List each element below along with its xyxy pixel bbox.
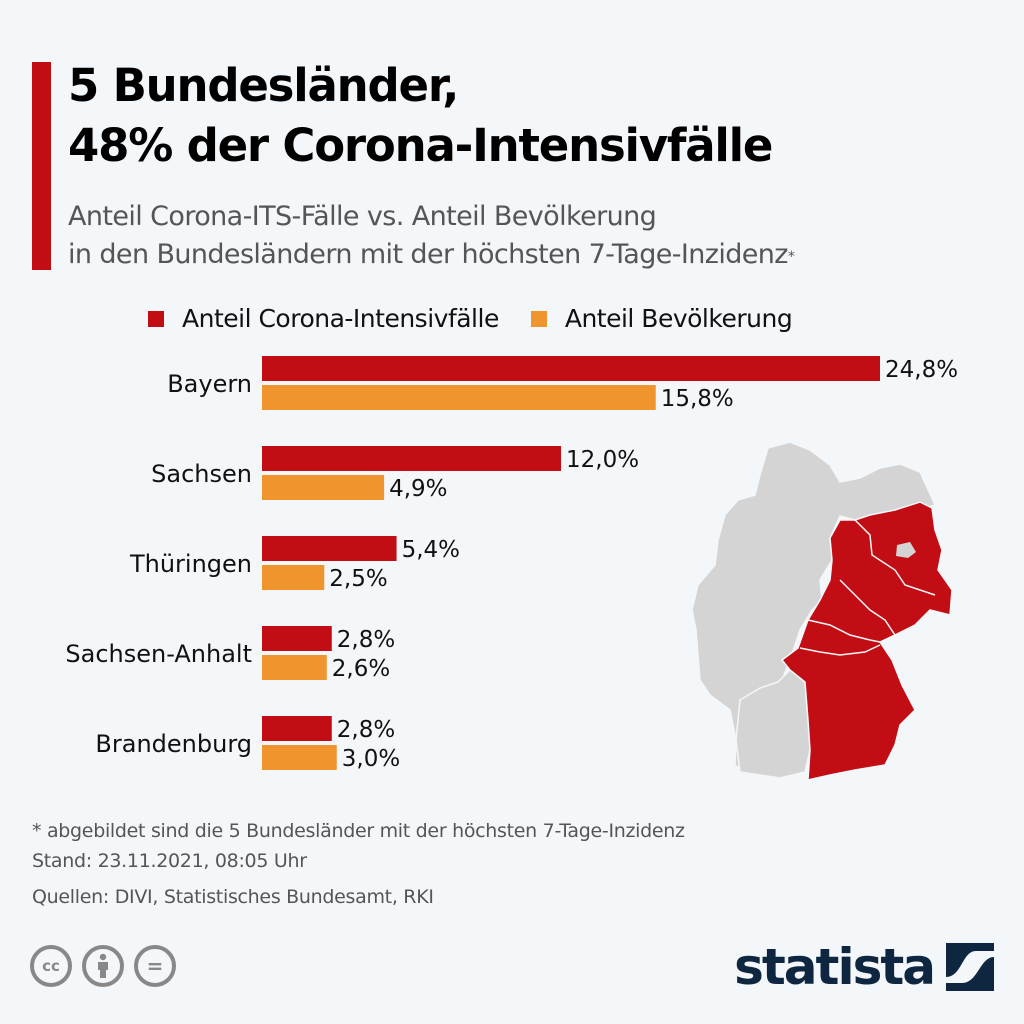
statista-logo[interactable]: statista: [734, 938, 994, 996]
germany-map: [691, 441, 953, 781]
data-label: 2,6%: [332, 656, 390, 682]
subtitle-line-2: in den Bundesländern mit der höchsten 7-…: [68, 236, 795, 274]
subtitle-line-1: Anteil Corona-ITS-Fälle vs. Anteil Bevöl…: [68, 201, 657, 232]
nd-icon-text: =: [146, 954, 164, 978]
subtitle-line-2-text: in den Bundesländern mit der höchsten 7-…: [68, 239, 788, 270]
legend-item-intensiv: Anteil Corona-Intensivfälle: [148, 304, 499, 333]
legend: Anteil Corona-Intensivfälle Anteil Bevöl…: [148, 304, 824, 333]
chart-title: 5 Bundesländer, 48% der Corona-Intensivf…: [68, 56, 773, 176]
title-line-2: 48% der Corona-Intensivfälle: [68, 119, 773, 172]
legend-swatch-bevoelkerung: [530, 310, 547, 327]
nd-icon[interactable]: =: [134, 945, 176, 987]
legend-label-bevoelkerung: Anteil Bevölkerung: [564, 304, 793, 333]
footnote-stand: Stand: 23.11.2021, 08:05 Uhr: [32, 850, 307, 872]
person-icon: [98, 953, 108, 978]
cc-icon[interactable]: cc: [30, 945, 72, 987]
bar-chart: Bayern 24,8% 15,8% Sachsen 12,0% 4,9% Thüringe…: [65, 356, 958, 772]
data-label: 4,9%: [389, 476, 447, 502]
category-label: Sachsen: [151, 460, 252, 488]
statista-logo-icon: [946, 943, 994, 991]
bar-intensiv: [262, 446, 562, 471]
category-label: Bayern: [167, 370, 252, 398]
bar-bevoelkerung: [262, 475, 385, 500]
cc-icon-text: cc: [42, 957, 60, 975]
footnote-note: * abgebildet sind die 5 Bundesländer mit…: [32, 820, 685, 842]
bar-bevoelkerung: [262, 745, 337, 770]
data-label: 2,8%: [337, 627, 395, 653]
legend-swatch-intensiv: [148, 310, 164, 327]
category-label: Thüringen: [129, 550, 252, 578]
bar-bevoelkerung: [262, 565, 325, 590]
data-label: 3,0%: [342, 746, 400, 772]
by-icon[interactable]: [82, 945, 124, 987]
bar-intensiv: [262, 356, 880, 381]
map-region-highlighted: [780, 501, 953, 781]
data-label: 2,5%: [329, 566, 387, 592]
data-label: 24,8%: [885, 357, 958, 383]
bar-intensiv: [262, 626, 332, 651]
title-accent-bar: [32, 62, 51, 270]
title-line-1: 5 Bundesländer,: [68, 59, 459, 112]
map-border-lines: [799, 519, 936, 656]
chart-subtitle: Anteil Corona-ITS-Fälle vs. Anteil Bevöl…: [68, 198, 795, 274]
data-label: 12,0%: [566, 447, 639, 473]
map-region-berlin: [896, 542, 916, 558]
bar-intensiv: [262, 536, 397, 561]
data-label: 2,8%: [337, 717, 395, 743]
brand-wordmark: statista: [734, 938, 936, 996]
data-label: 15,8%: [661, 386, 734, 412]
license-icons: cc =: [30, 945, 186, 987]
footnote-marker: *: [787, 249, 795, 265]
bar-bevoelkerung: [262, 385, 656, 410]
category-label: Brandenburg: [95, 730, 252, 758]
category-label: Sachsen-Anhalt: [65, 640, 252, 668]
data-label: 5,4%: [402, 537, 460, 563]
legend-item-bevoelkerung: Anteil Bevölkerung: [530, 304, 793, 333]
bar-bevoelkerung: [262, 655, 327, 680]
bar-intensiv: [262, 716, 332, 741]
legend-label-intensiv: Anteil Corona-Intensivfälle: [182, 304, 499, 333]
footnote-sources: Quellen: DIVI, Statistisches Bundesamt, …: [32, 886, 434, 908]
